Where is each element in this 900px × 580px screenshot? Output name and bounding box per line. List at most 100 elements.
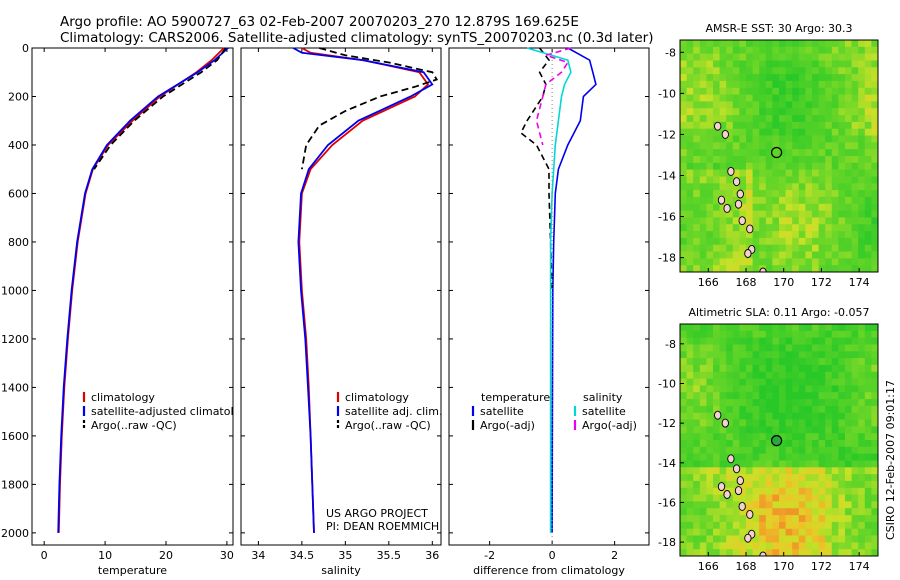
map-cell xyxy=(858,67,866,75)
map-cell xyxy=(699,203,707,212)
map-cell xyxy=(772,258,780,266)
map-cell xyxy=(719,515,727,523)
map-cell xyxy=(831,67,839,75)
map-cell xyxy=(693,399,701,407)
map-cell xyxy=(746,440,754,448)
map-cell xyxy=(772,217,780,225)
map-cell xyxy=(851,237,859,246)
map-cell xyxy=(746,149,754,157)
legend-entry: satellite xyxy=(582,405,626,418)
map-cell xyxy=(838,74,846,82)
map-cell xyxy=(792,528,800,537)
map-cell xyxy=(785,149,793,157)
map-cell xyxy=(845,508,853,516)
map-cell xyxy=(805,358,813,366)
map-cell xyxy=(871,87,878,96)
map-cell xyxy=(680,446,688,455)
map-cell xyxy=(699,80,707,89)
map-cell xyxy=(693,46,701,55)
map-cell xyxy=(805,433,813,441)
map-cell xyxy=(818,169,826,177)
map-cell xyxy=(693,60,701,68)
map-cell xyxy=(686,460,694,468)
map-cell xyxy=(746,494,754,502)
island-shape xyxy=(727,454,735,464)
map-cell xyxy=(871,80,878,89)
map-cell xyxy=(706,176,714,184)
map-cell xyxy=(719,224,727,232)
map-cell xyxy=(838,87,846,96)
map-cell xyxy=(739,494,747,502)
map-cell xyxy=(713,265,721,272)
map-cell xyxy=(759,40,767,48)
map-cell xyxy=(779,453,787,461)
map-cell xyxy=(680,80,688,89)
map-cell xyxy=(871,446,878,455)
map-cell xyxy=(680,535,688,543)
map-cell xyxy=(871,162,878,171)
map-cell xyxy=(719,508,727,516)
map-cell xyxy=(726,87,734,96)
map-cell xyxy=(825,549,833,556)
map-cell xyxy=(699,487,707,496)
map-cell xyxy=(772,521,780,530)
map-cell xyxy=(798,94,806,102)
map-cell xyxy=(779,169,787,177)
x-tick-label: 35.5 xyxy=(377,549,402,562)
map-cell xyxy=(726,142,734,150)
map-cell xyxy=(693,542,701,550)
map-cell xyxy=(825,190,833,198)
map-cell xyxy=(798,183,806,191)
map-cell xyxy=(798,515,806,523)
map-cell xyxy=(686,419,694,427)
header-line-2: Climatology: CARS2006. Satellite-adjuste… xyxy=(60,30,653,46)
map-cell xyxy=(699,405,707,414)
map-cell xyxy=(792,108,800,116)
map-cell xyxy=(785,440,793,448)
map-cell xyxy=(752,330,760,339)
map-cell xyxy=(792,244,800,253)
map-cell xyxy=(845,87,853,96)
map-cell xyxy=(713,453,721,461)
map-cell xyxy=(680,399,688,407)
map-cell xyxy=(713,521,721,530)
map-cell xyxy=(759,217,767,225)
map-cell xyxy=(864,330,872,339)
map-cell xyxy=(686,94,694,102)
map-cell xyxy=(831,535,839,543)
map-cell xyxy=(812,128,820,137)
map-cell xyxy=(732,324,740,332)
map-cell xyxy=(805,515,813,523)
map-cell xyxy=(746,108,754,116)
map-cell xyxy=(858,358,866,366)
map-cell xyxy=(739,433,747,441)
legend-entry: Argo(..raw -QC) xyxy=(91,419,177,432)
map-cell xyxy=(719,535,727,543)
map-cell xyxy=(686,433,694,441)
map-cell xyxy=(785,74,793,82)
map-cell xyxy=(706,426,714,434)
map-cell xyxy=(772,121,780,130)
map-cells xyxy=(680,324,878,556)
map-cell xyxy=(805,156,813,164)
map-cell xyxy=(759,169,767,177)
map-cell xyxy=(864,433,872,441)
map-cell xyxy=(864,53,872,61)
map-cell xyxy=(759,60,767,68)
map-cell xyxy=(739,162,747,171)
map-cell xyxy=(693,535,701,543)
map-cell xyxy=(713,108,721,116)
map-cell xyxy=(699,542,707,550)
map-cell xyxy=(713,480,721,489)
x-tick-label: 172 xyxy=(811,560,832,573)
map-cell xyxy=(706,453,714,461)
map-cell xyxy=(699,392,707,400)
map-cell xyxy=(845,549,853,556)
map-cell xyxy=(719,108,727,116)
map-cell xyxy=(719,358,727,366)
map-cell xyxy=(719,176,727,184)
map-cell xyxy=(699,364,707,373)
map-cell xyxy=(779,224,787,232)
map-cell xyxy=(772,149,780,157)
map-cell xyxy=(805,337,813,345)
